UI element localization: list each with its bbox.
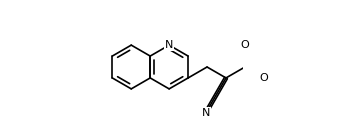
Text: N: N: [165, 40, 173, 50]
Text: O: O: [241, 40, 249, 50]
Text: O: O: [259, 73, 268, 83]
Text: N: N: [201, 108, 210, 118]
